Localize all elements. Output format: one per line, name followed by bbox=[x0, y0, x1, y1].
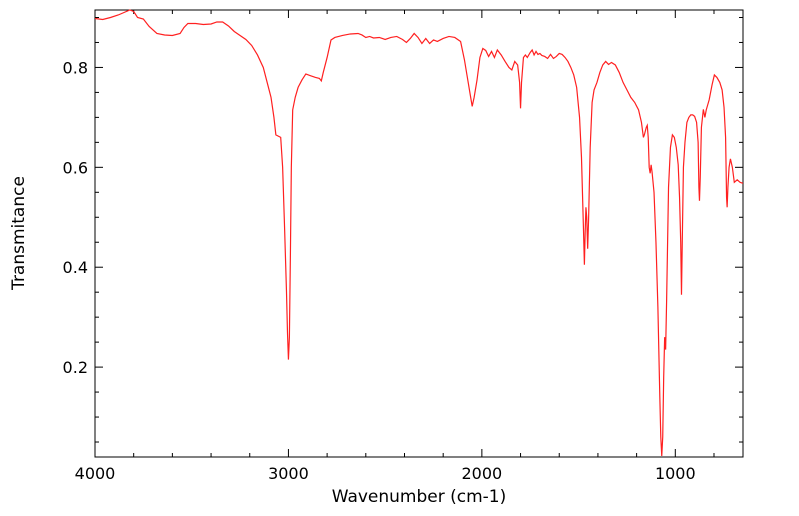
x-tick-label: 2000 bbox=[462, 464, 503, 483]
axis-tick-labels: 4000 3000 2000 1000 0.2 0.4 0.6 0.8 bbox=[63, 58, 696, 483]
y-tick-label: 0.8 bbox=[63, 58, 88, 77]
x-axis-title: Wavenumber (cm-1) bbox=[332, 487, 507, 507]
y-tick-label: 0.2 bbox=[63, 358, 88, 377]
y-tick-label: 0.6 bbox=[63, 158, 88, 177]
axis-ticks bbox=[94, 10, 743, 457]
y-tick-label: 0.4 bbox=[63, 258, 88, 277]
y-axis-title: Transmitance bbox=[9, 176, 29, 291]
x-tick-label: 3000 bbox=[268, 464, 309, 483]
plot-frame bbox=[94, 9, 744, 458]
spectrum-line bbox=[94, 9, 744, 457]
x-tick-label: 1000 bbox=[655, 464, 696, 483]
x-tick-label: 4000 bbox=[75, 464, 116, 483]
